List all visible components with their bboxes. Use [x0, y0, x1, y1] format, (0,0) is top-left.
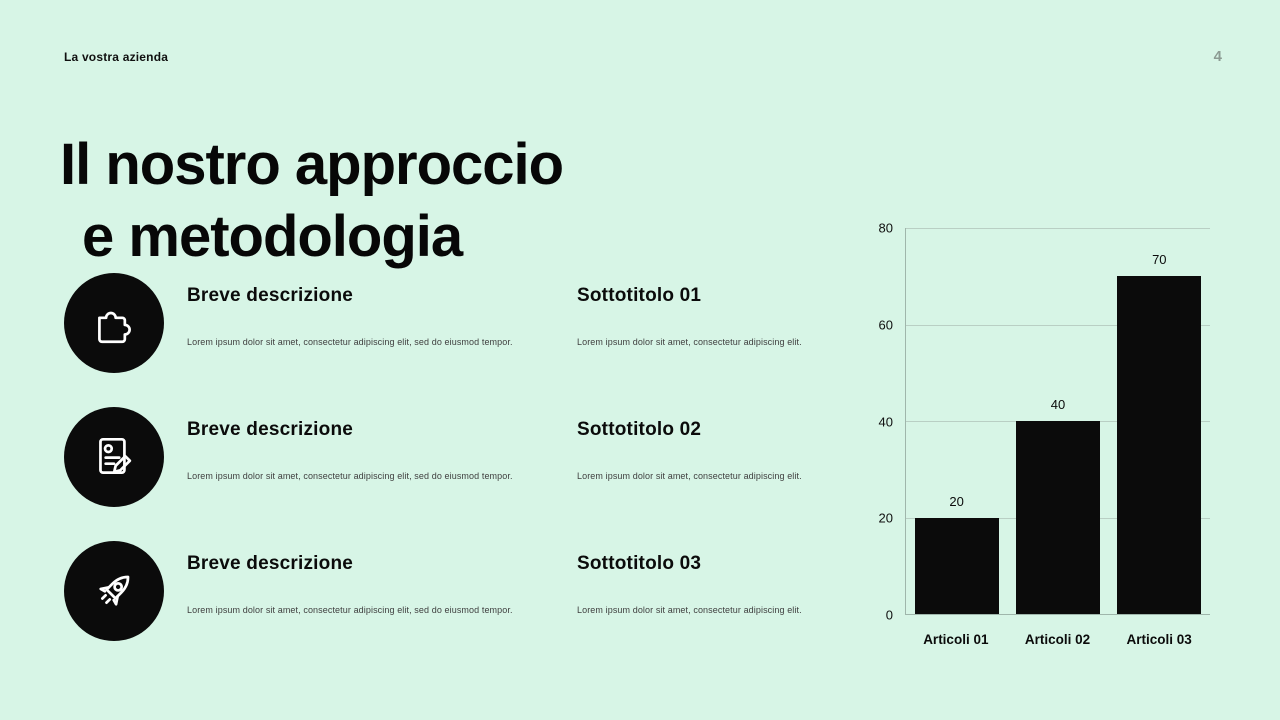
y-axis-tick: 40 [878, 414, 893, 429]
feature-subtitle: Sottotitolo 01 [577, 285, 702, 306]
document-pencil-icon [64, 407, 164, 507]
feature-subtitle: Sottotitolo 02 [577, 419, 702, 440]
bar-value-label: 70 [1152, 252, 1167, 268]
feature-subtitle-body: Lorem ipsum dolor sit amet, consectetur … [577, 337, 802, 347]
bar [1117, 276, 1202, 614]
feature-subtitle-body: Lorem ipsum dolor sit amet, consectetur … [577, 605, 802, 615]
feature-left-column: Breve descrizione Lorem ipsum dolor sit … [187, 541, 547, 643]
feature-right-column: Sottotitolo 02 Lorem ipsum dolor sit ame… [577, 407, 837, 509]
bar-value-label: 40 [1050, 397, 1066, 412]
feature-row: Breve descrizione Lorem ipsum dolor sit … [64, 407, 844, 509]
slide-title: Il nostro approccio e metodologia [60, 129, 564, 273]
x-axis-label: Articoli 03 [1126, 632, 1192, 647]
gridline [906, 324, 1210, 326]
rocket-icon [64, 541, 164, 641]
slide-title-line1: Il nostro approccio [60, 131, 564, 197]
bar-value-label: 20 [949, 493, 964, 509]
feature-title: Breve descrizione [187, 285, 354, 306]
feature-subtitle-body: Lorem ipsum dolor sit amet, consectetur … [577, 471, 802, 481]
bar-group: 20 [906, 228, 1007, 614]
x-axis-label: Articoli 02 [1024, 632, 1091, 647]
bar [914, 517, 999, 614]
feature-title: Breve descrizione [187, 553, 354, 574]
bar [1015, 421, 1101, 614]
slide-title-line2: e metodologia [82, 203, 463, 269]
feature-row: Breve descrizione Lorem ipsum dolor sit … [64, 273, 844, 375]
x-axis-label: Articoli 01 [923, 632, 989, 647]
x-axis: Articoli 01 Articoli 02 Articoli 03 [905, 632, 1210, 647]
y-axis: 80 60 40 20 0 [872, 221, 900, 623]
feature-row: Breve descrizione Lorem ipsum dolor sit … [64, 541, 844, 643]
feature-left-column: Breve descrizione Lorem ipsum dolor sit … [187, 407, 547, 509]
feature-right-column: Sottotitolo 01 Lorem ipsum dolor sit ame… [577, 273, 837, 375]
y-axis-tick: 80 [878, 220, 893, 236]
y-axis-tick: 20 [878, 510, 893, 526]
bar-group: 40 [1007, 228, 1108, 614]
y-axis-tick: 0 [885, 607, 893, 623]
feature-body: Lorem ipsum dolor sit amet, consectetur … [187, 337, 513, 347]
feature-left-column: Breve descrizione Lorem ipsum dolor sit … [187, 273, 547, 375]
feature-body: Lorem ipsum dolor sit amet, consectetur … [187, 605, 513, 615]
chart-plot-area: 20 40 70 [905, 228, 1210, 615]
feature-body: Lorem ipsum dolor sit amet, consectetur … [187, 471, 513, 481]
puzzle-icon [64, 273, 164, 373]
feature-right-column: Sottotitolo 03 Lorem ipsum dolor sit ame… [577, 541, 837, 643]
bar-group: 70 [1109, 228, 1210, 614]
feature-subtitle: Sottotitolo 03 [577, 553, 702, 574]
page-number: 4 [1213, 48, 1222, 65]
company-label: La vostra azienda [64, 50, 169, 64]
bar-chart: 80 60 40 20 0 20 40 70 [872, 221, 1214, 651]
chart-bars: 20 40 70 [906, 228, 1210, 614]
feature-title: Breve descrizione [187, 419, 354, 440]
y-axis-tick: 60 [878, 317, 893, 333]
gridline [906, 228, 1210, 229]
